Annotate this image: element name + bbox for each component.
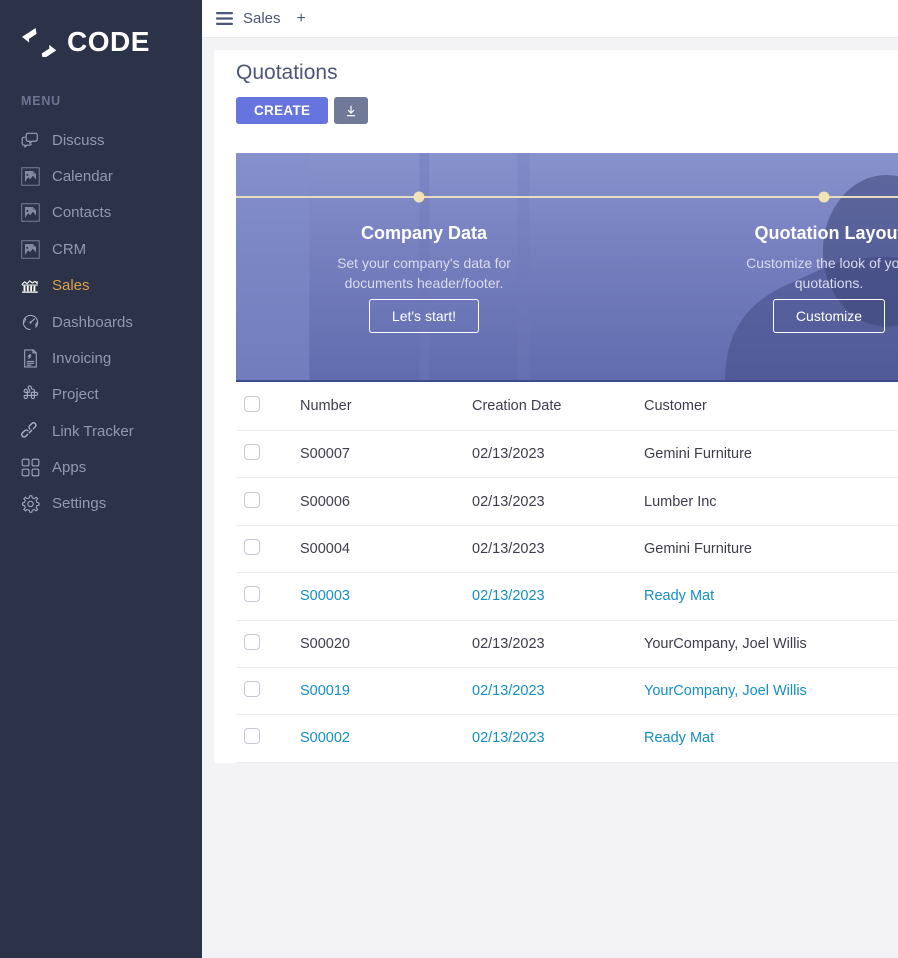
svg-text:$: $	[27, 354, 30, 360]
